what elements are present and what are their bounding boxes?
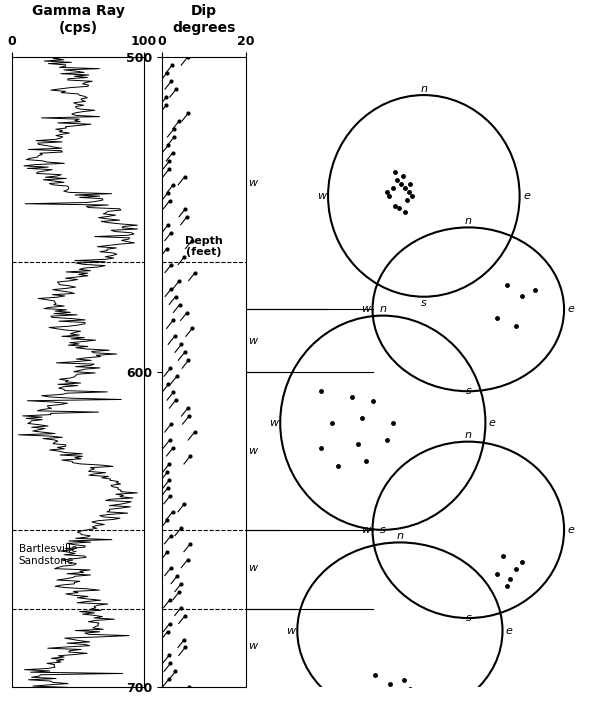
Text: w: w [248,642,257,652]
Text: w: w [269,417,278,427]
Text: n: n [421,84,427,94]
Text: e: e [568,304,574,314]
Text: w: w [361,304,370,314]
Text: n: n [379,304,386,314]
Text: Bartlesville
Sandstone: Bartlesville Sandstone [19,544,77,566]
Text: s: s [466,386,471,396]
Text: e: e [568,525,574,535]
Title: Dip
degrees: Dip degrees [172,4,236,34]
Text: w: w [248,563,257,573]
Text: n: n [397,531,403,541]
Text: e: e [523,191,530,201]
Text: w: w [317,191,326,201]
Text: w: w [248,178,257,188]
Text: w: w [361,525,370,535]
Text: w: w [248,336,257,346]
Text: s: s [380,525,386,535]
Text: w: w [248,446,257,456]
Text: n: n [465,430,472,440]
Text: s: s [466,613,471,623]
Text: s: s [421,298,427,308]
Text: n: n [465,216,472,226]
Title: Gamma Ray
(cps): Gamma Ray (cps) [32,4,124,34]
Text: Depth
(feet): Depth (feet) [185,236,223,257]
Text: w: w [286,626,295,636]
Text: e: e [489,417,496,427]
Text: e: e [506,626,513,636]
